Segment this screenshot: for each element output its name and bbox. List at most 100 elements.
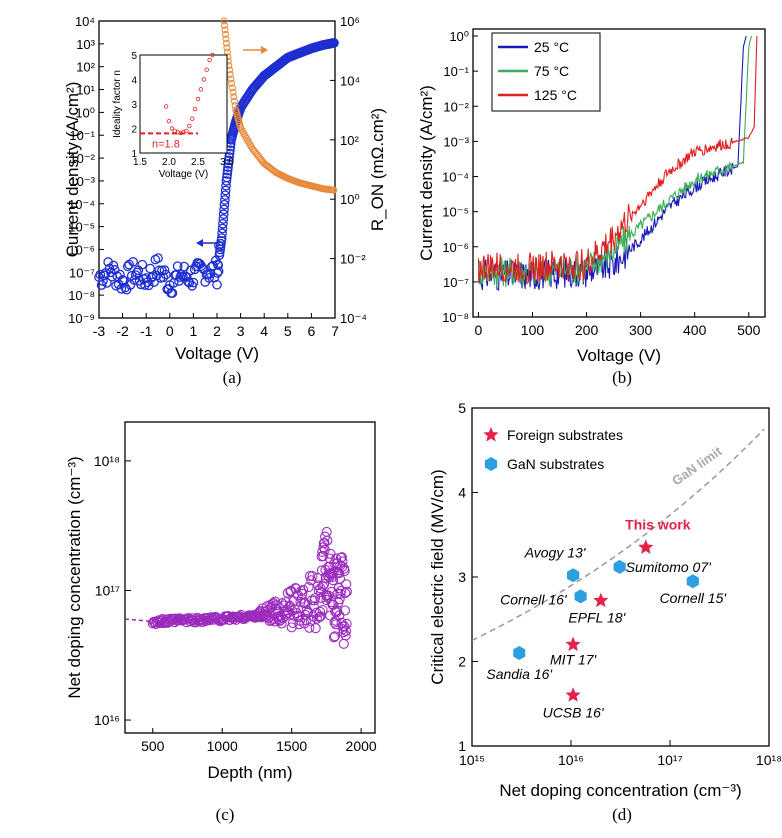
panel-a-current-density-point <box>172 261 183 272</box>
panel-a-ron-point <box>223 44 231 52</box>
panel-a-current-density-point <box>224 148 235 159</box>
panel-b-y-tick-label: 10⁻⁸ <box>442 310 469 325</box>
panel-c-point <box>297 584 309 596</box>
panel-d-point-label: Cornell 15' <box>660 590 728 606</box>
panel-c-point <box>222 611 233 622</box>
panel-a-inset-point <box>210 52 215 58</box>
panel-d-critical-field-chart: 10¹⁵ 10¹⁶ 10¹⁷ 10¹⁸ 1 2 3 4 5 Net doping concentr… <box>428 400 782 800</box>
panel-b-y-tick-label: 10⁻¹ <box>443 64 469 79</box>
panel-a-inset-point <box>187 123 192 129</box>
panel-b-series-line <box>477 35 758 285</box>
panel-a-y-tick-label: 10⁻² <box>69 151 95 166</box>
panel-a-inset-x-axis-title: Voltage (V) <box>159 169 208 180</box>
panel-a-ron-point <box>222 39 230 47</box>
panel-a-ron-point <box>330 186 338 194</box>
panel-a-current-density-point <box>167 288 178 298</box>
panel-a-y-tick-label: 10⁻⁵ <box>68 220 95 235</box>
panel-c-point <box>299 598 310 609</box>
panel-b-x-tick-label: 0 <box>475 322 483 338</box>
panel-c-point <box>313 580 324 591</box>
panel-c-point <box>338 638 349 649</box>
panel-a-current-density-point <box>222 169 233 179</box>
panel-a-current-density-point <box>220 190 231 201</box>
panel-b-y-tick-label: 10⁻² <box>443 99 469 114</box>
panel-d-y-tick-label: 5 <box>458 400 466 416</box>
panel-a-inset-y-tick-label: 1 <box>131 149 137 160</box>
panel-d-x-tick-label: 10¹⁶ <box>558 752 584 768</box>
panel-a-current-density-point <box>222 165 233 176</box>
panel-a-ron-point <box>221 21 229 29</box>
panel-c-point <box>340 625 352 637</box>
panel-d-x-axis-title: Net doping concentration (cm⁻³) <box>499 781 741 800</box>
panel-b-y-tick-label: 10⁻⁴ <box>442 170 469 185</box>
panel-a-ron-point <box>221 30 229 38</box>
panel-a-ron-point <box>220 17 228 25</box>
panel-a-x-tick-label: -1 <box>140 323 153 339</box>
panel-a-series-current-density <box>94 38 339 298</box>
panel-b-legend: 25 °C 75 °C 125 °C <box>491 32 601 112</box>
panel-c-point <box>303 582 314 593</box>
panel-c-point <box>308 601 319 612</box>
panel-b-label: (b) <box>612 368 632 387</box>
panel-a-inset-x-tick-label: 2.0 <box>162 157 176 168</box>
panel-c-point <box>341 618 352 629</box>
panel-d-legend-label: GaN substrates <box>507 456 604 472</box>
panel-b-x-tick-label: 500 <box>737 322 761 338</box>
panel-c-x-tick-label: 1500 <box>276 738 307 754</box>
panel-c-point <box>314 611 325 622</box>
panel-a-current-density-point <box>329 38 339 48</box>
panel-a-y2-tick-label: 10⁶ <box>340 14 360 29</box>
panel-d-point-label: Sandia 16' <box>486 666 553 682</box>
panel-c-point <box>330 615 341 626</box>
panel-a-current-density-point <box>212 279 222 290</box>
panel-a-inset-point <box>178 130 183 136</box>
panel-c-point <box>340 630 351 641</box>
panel-a-current-density-point <box>219 204 229 215</box>
panel-c-point <box>287 617 298 629</box>
panel-c-point <box>329 617 340 628</box>
panel-a-current-density-point <box>217 223 228 234</box>
panel-c-point <box>271 600 282 611</box>
panel-b-frame <box>472 28 766 318</box>
panel-d-y-axis-title: Critical electric field (MV/cm) <box>428 469 447 684</box>
panel-a-current-density-point <box>213 266 224 277</box>
panel-b-y-tick-label: 10⁻³ <box>443 134 469 149</box>
panel-d-y-tick-label: 1 <box>458 738 466 754</box>
panel-a-ron-point <box>228 84 236 92</box>
panel-c-point <box>339 605 351 616</box>
panel-a-x-axis-title: Voltage (V) <box>175 344 259 363</box>
panel-a-current-density-point <box>220 185 231 196</box>
panel-b-y-axis-title: Current density (A/cm²) <box>417 85 436 261</box>
panel-a-current-density-point <box>184 277 195 288</box>
panel-d-gan-limit-label: GaN limit <box>669 443 725 488</box>
panel-a-x-tick-label: 7 <box>331 323 339 339</box>
panel-b-series-line <box>477 35 753 287</box>
panel-b-y-tick-label: 10⁻⁷ <box>443 275 469 290</box>
panel-a-inset-x-tick-label: 3.0 <box>220 157 234 168</box>
panel-c-frame <box>124 421 376 734</box>
panel-a-inset-point <box>195 96 201 102</box>
panel-a-x-tick-label: -2 <box>116 323 129 339</box>
panel-d-gan-hexagon <box>574 589 587 604</box>
panel-a-ron-point <box>230 97 238 105</box>
panel-c-point <box>307 570 318 582</box>
panel-a-y-tick-label: 10⁻⁶ <box>68 242 95 257</box>
panel-a-x-tick-label: 5 <box>284 323 292 339</box>
panel-a-y-tick-label: 10¹ <box>76 83 95 98</box>
panel-c-point <box>310 623 321 634</box>
panel-a-current-density-point <box>96 280 107 290</box>
panel-a-current-density-point <box>217 228 227 239</box>
panel-c-point <box>328 632 340 643</box>
panel-b-x-axis-title: Voltage (V) <box>577 346 661 365</box>
panel-a-inset-annotation: n=1.8 <box>152 138 180 150</box>
panel-a-inset-point <box>189 116 195 121</box>
panel-a-inset-point <box>198 87 204 92</box>
panel-a-inset-point <box>169 126 175 131</box>
panel-a-left-axis-arrowhead <box>196 239 203 247</box>
panel-a-ron-point <box>227 75 235 83</box>
panel-c-series <box>147 526 352 649</box>
panel-d-legend-hexagon <box>484 457 498 471</box>
panel-a-y-tick-label: 10⁻⁷ <box>69 265 95 280</box>
panel-d-point-label: This work <box>625 516 691 532</box>
panel-a-inset-point <box>163 104 169 109</box>
